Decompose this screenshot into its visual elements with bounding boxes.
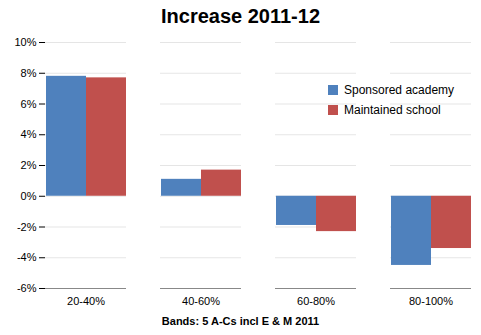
html-text:Maintained school: Maintained school (344, 103, 441, 117)
svg-text:2%: 2% (21, 159, 37, 171)
svg-text:20-40%: 20-40% (67, 295, 105, 307)
svg-text:40-60%: 40-60% (182, 295, 220, 307)
svg-text:-4%: -4% (17, 251, 37, 263)
html-text:Increase 2011-12: Increase 2011-12 (161, 5, 320, 27)
svg-text:80-100%: 80-100% (409, 295, 453, 307)
html-text:Sponsored academy: Sponsored academy (344, 83, 455, 97)
svg-text:60-80%: 60-80% (297, 295, 335, 307)
html-text:Bands: 5 A-Cs incl E & M 2011: Bands: 5 A-Cs incl E & M 2011 (161, 315, 320, 327)
svg-text:0%: 0% (21, 190, 37, 202)
svg-text:8%: 8% (21, 67, 37, 79)
svg-text:4%: 4% (21, 128, 37, 140)
svg-text:6%: 6% (21, 98, 37, 110)
svg-text:10%: 10% (14, 36, 36, 48)
svg-text:-6%: -6% (17, 282, 37, 294)
svg-text:-2%: -2% (17, 221, 37, 233)
